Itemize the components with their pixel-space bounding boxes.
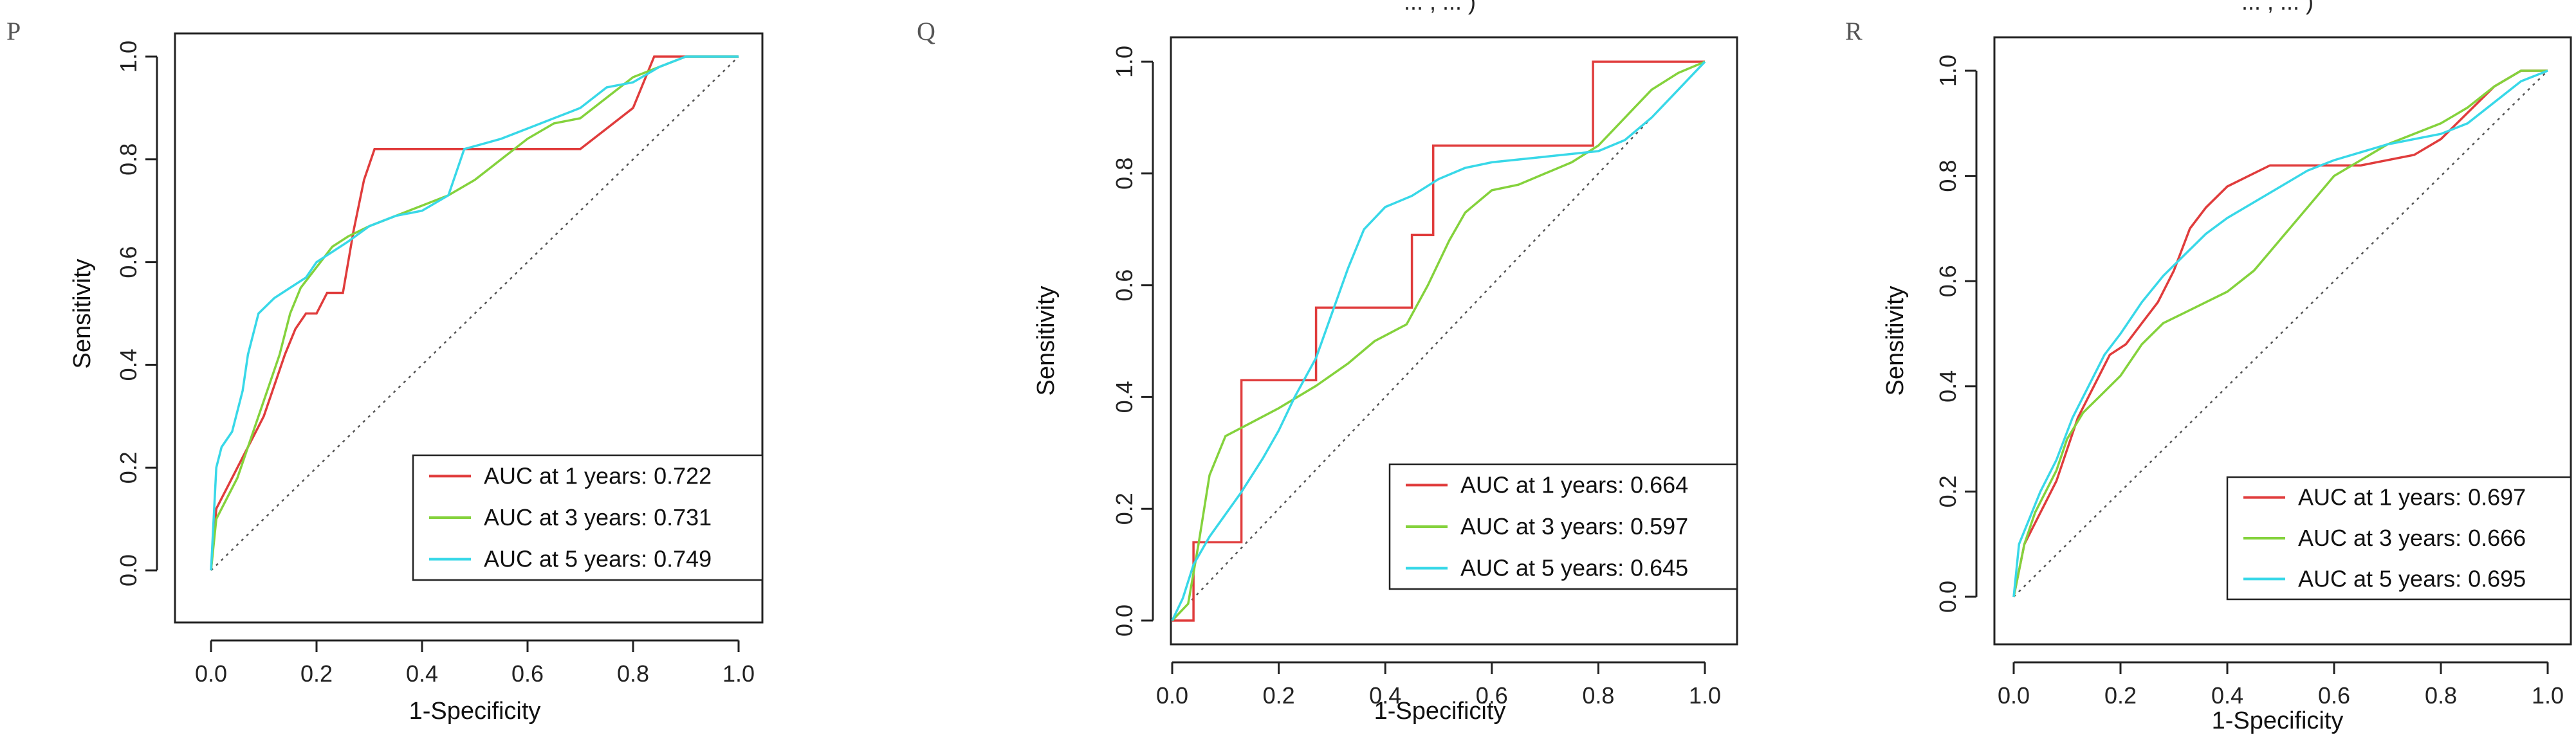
plot-frame (1170, 36, 1738, 646)
x-tick-label: 0.4 (2211, 682, 2243, 709)
x-tick-label: 0.4 (1369, 682, 1401, 709)
panel-label: R (1845, 17, 1863, 46)
x-tick-label: 1.0 (722, 660, 755, 687)
y-axis-title: Sensitivity (1882, 286, 1909, 395)
y-tick-label: 0.2 (115, 451, 142, 484)
roc-panel-r: R ... , ... ) 0.0 0.2 0.4 0.6 0.8 1.0 0.0 0.2 0.4 0… (1845, 0, 2572, 734)
y-tick-label: 1.0 (1111, 46, 1137, 78)
panel-label: Q (917, 17, 935, 46)
y-tick-label: 0.4 (115, 349, 142, 381)
y-tick-label: 0.2 (1111, 493, 1137, 525)
x-axis-title: 1-Specificity (2212, 707, 2344, 734)
y-tick-label: 0.8 (1111, 158, 1137, 190)
y-tick-label: 0.4 (1111, 381, 1137, 413)
y-tick-label: 0.6 (115, 246, 142, 278)
x-tick-label: 0.0 (195, 660, 227, 687)
panel-label: P (6, 17, 21, 46)
legend-entry: AUC at 5 years: 0.695 (2298, 565, 2526, 592)
reference-diagonal (1172, 61, 1706, 621)
header-fragment: ... , ... ) (1404, 0, 1476, 15)
x-tick-label: 0.6 (511, 660, 544, 687)
x-tick-label: 0.8 (617, 660, 649, 687)
x-axis-title: 1-Specificity (1374, 698, 1506, 725)
y-tick-label: 0.0 (1111, 604, 1137, 637)
legend-entry: AUC at 3 years: 0.731 (484, 504, 712, 531)
y-axis-title: Sensitivity (1033, 286, 1060, 395)
roc-curve-auc-at-3-years (1171, 60, 1706, 622)
y-tick-label: 0.2 (1935, 475, 1961, 507)
roc-curve-auc-at-5-years (210, 55, 739, 571)
x-tick-label: 0.2 (2104, 682, 2137, 709)
x-tick-label: 0.2 (300, 660, 333, 687)
roc-curve-auc-at-1-years (2012, 69, 2548, 597)
legend-entry: AUC at 3 years: 0.666 (2298, 525, 2526, 551)
y-tick-label: 0.8 (1935, 160, 1961, 192)
x-tick-label: 0.0 (1998, 682, 2030, 709)
y-tick-label: 0.8 (115, 143, 142, 176)
x-tick-label: 0.4 (406, 660, 438, 687)
roc-curve-auc-at-3-years (2012, 69, 2548, 597)
x-tick-label: 0.8 (1582, 682, 1614, 709)
legend-box (412, 454, 764, 581)
legend: AUC at 1 years: 0.697 AUC at 3 years: 0.6… (2226, 476, 2572, 601)
y-tick-label: 1.0 (115, 41, 142, 73)
y-tick-label: 0.4 (1935, 370, 1961, 403)
y-tick-label: 0.6 (1935, 265, 1961, 297)
x-axis-title: 1-Specificity (409, 698, 541, 725)
legend: AUC at 1 years: 0.722 AUC at 3 years: 0.7… (412, 454, 764, 581)
roc-panel-p: P 0.0 0.2 0.4 0.6 0.8 1.0 0.0 0.2 0.4 0.6 0.8 1.0 1-S… (6, 17, 764, 725)
x-tick-label: 1.0 (1689, 682, 1721, 709)
header-fragment: ... , ... ) (2241, 0, 2314, 15)
legend-entry: AUC at 5 years: 0.749 (484, 546, 712, 572)
y-axis-title: Sensitivity (69, 259, 96, 368)
legend-entry: AUC at 1 years: 0.722 (484, 462, 712, 489)
x-tick-label: 0.8 (2425, 682, 2457, 709)
reference-diagonal (210, 56, 739, 571)
plot-frame (174, 32, 764, 624)
y-tick-label: 0.6 (1111, 269, 1137, 302)
x-tick-label: 1.0 (2532, 682, 2564, 709)
legend: AUC at 1 years: 0.664 AUC at 3 years: 0.5… (1388, 463, 1738, 590)
roc-curve-auc-at-5-years (1171, 60, 1706, 621)
x-tick-label: 0.2 (1263, 682, 1295, 709)
reference-diagonal (2013, 70, 2548, 597)
legend-entry: AUC at 3 years: 0.597 (1460, 513, 1688, 540)
plot-frame (1993, 36, 2572, 646)
x-tick-label: 0.6 (1476, 682, 1508, 709)
legend-entry: AUC at 1 years: 0.664 (1460, 471, 1688, 498)
y-tick-label: 0.0 (1935, 581, 1961, 613)
x-tick-label: 0.0 (1156, 682, 1188, 709)
y-tick-label: 0.0 (115, 554, 142, 586)
legend-entry: AUC at 1 years: 0.697 (2298, 484, 2526, 511)
legend-entry: AUC at 5 years: 0.645 (1460, 555, 1688, 581)
roc-panel-q: Q ... , ... ) 0.0 0.2 0.4 0.6 0.8 1.0 0.0 0.2 0.4 0… (917, 0, 1738, 725)
y-tick-label: 1.0 (1935, 55, 1961, 87)
roc-curve-auc-at-5-years (2012, 69, 2548, 597)
x-tick-label: 0.6 (2318, 682, 2350, 709)
